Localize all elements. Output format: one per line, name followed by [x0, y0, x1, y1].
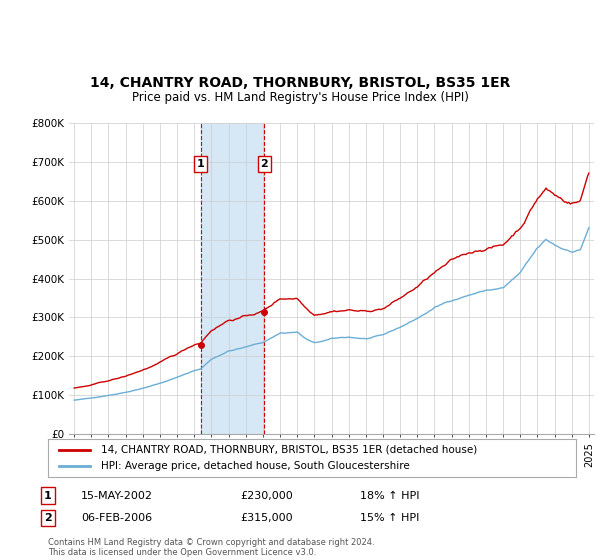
- Text: 18% ↑ HPI: 18% ↑ HPI: [360, 491, 419, 501]
- Text: HPI: Average price, detached house, South Gloucestershire: HPI: Average price, detached house, Sout…: [101, 461, 410, 472]
- Text: 2: 2: [260, 159, 268, 169]
- Text: £230,000: £230,000: [240, 491, 293, 501]
- Text: 15% ↑ HPI: 15% ↑ HPI: [360, 513, 419, 523]
- Text: 1: 1: [197, 159, 205, 169]
- Text: Contains HM Land Registry data © Crown copyright and database right 2024.
This d: Contains HM Land Registry data © Crown c…: [48, 538, 374, 557]
- Text: 1: 1: [44, 491, 52, 501]
- Text: Price paid vs. HM Land Registry's House Price Index (HPI): Price paid vs. HM Land Registry's House …: [131, 91, 469, 104]
- Text: 14, CHANTRY ROAD, THORNBURY, BRISTOL, BS35 1ER: 14, CHANTRY ROAD, THORNBURY, BRISTOL, BS…: [90, 76, 510, 90]
- Text: 14, CHANTRY ROAD, THORNBURY, BRISTOL, BS35 1ER (detached house): 14, CHANTRY ROAD, THORNBURY, BRISTOL, BS…: [101, 445, 477, 455]
- Text: 06-FEB-2006: 06-FEB-2006: [81, 513, 152, 523]
- Text: £315,000: £315,000: [240, 513, 293, 523]
- Text: 2: 2: [44, 513, 52, 523]
- Bar: [200, 123, 265, 434]
- Text: 15-MAY-2002: 15-MAY-2002: [81, 491, 153, 501]
